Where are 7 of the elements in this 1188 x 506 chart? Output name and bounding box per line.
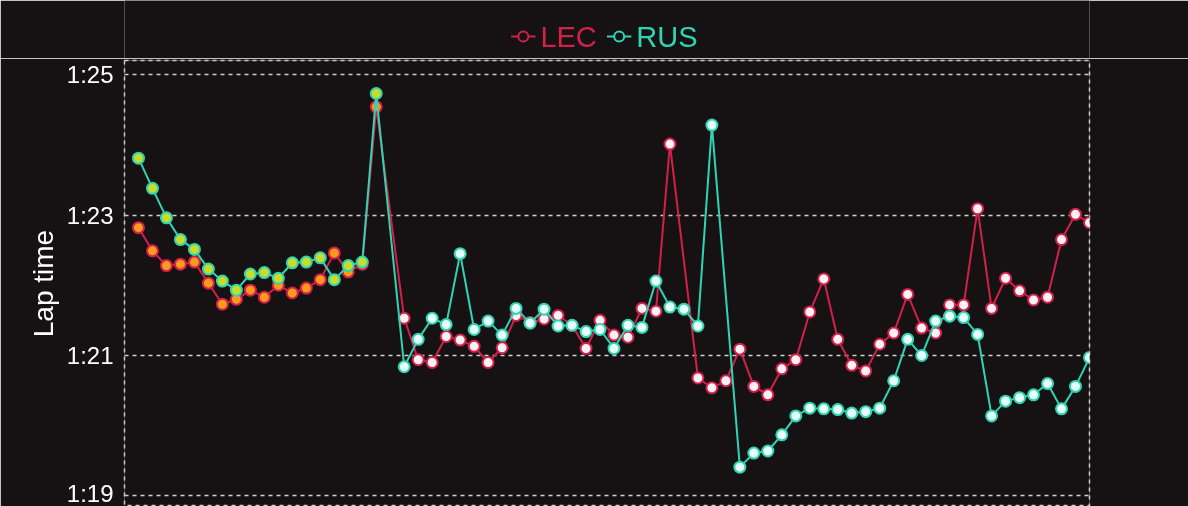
legend-label: LEC bbox=[540, 20, 597, 53]
y-tick-label: 1:19 bbox=[66, 479, 114, 506]
y-axis-title: Lap time bbox=[27, 229, 59, 338]
y-tick-label: 1:21 bbox=[66, 341, 114, 369]
y-tick-label: 1:25 bbox=[66, 61, 114, 89]
y-tick-label: 1:23 bbox=[66, 201, 114, 229]
legend-label: RUS bbox=[636, 20, 698, 53]
